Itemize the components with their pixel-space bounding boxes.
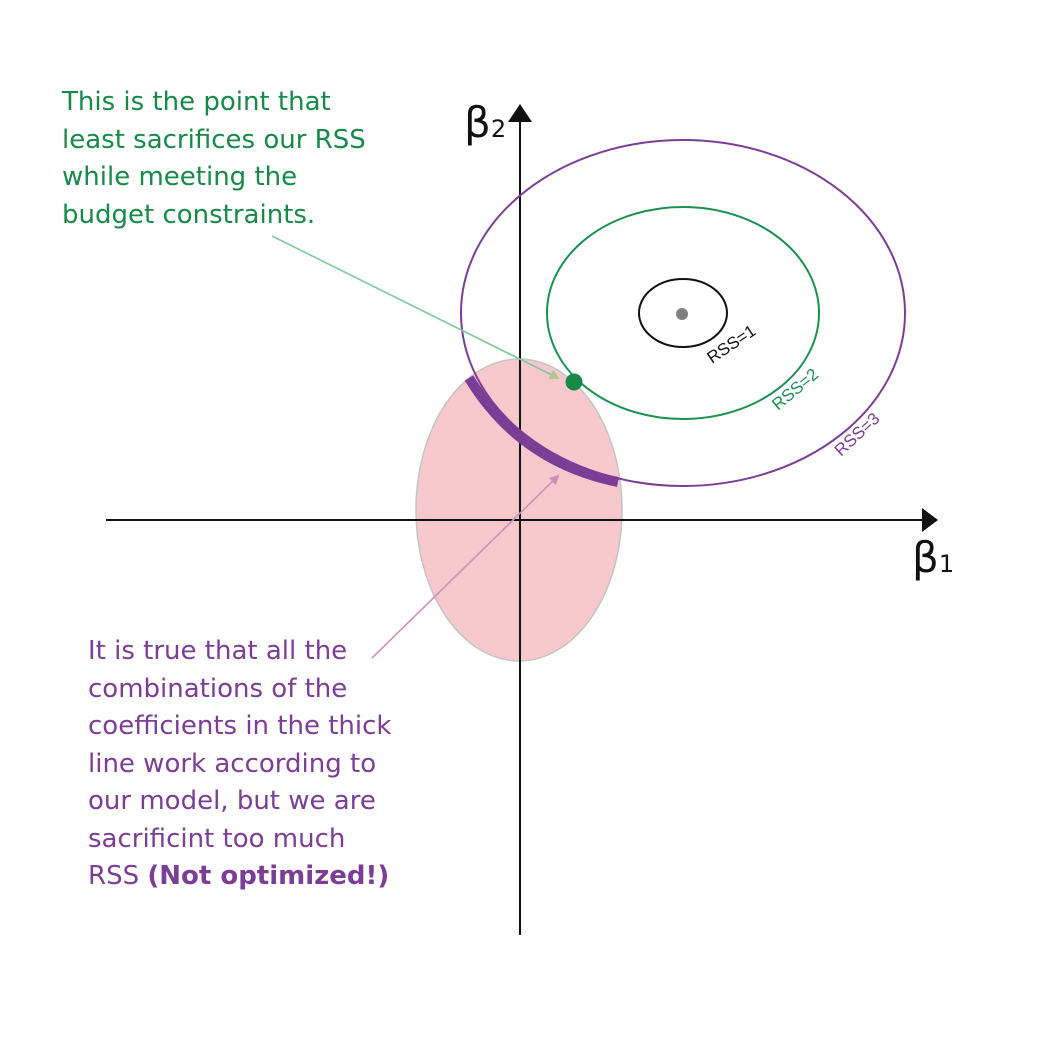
y-axis-subscript: 2 [490,115,507,143]
y-axis-label: β2 [464,98,506,147]
rss-contour-3 [460,139,906,487]
contour-label-rss-3: RSS=3 [831,409,884,460]
not-optimal-note-line: combinations of the [88,673,348,704]
optimal-point-note: This is the point that least sacrifices … [62,84,366,234]
optimal-note-line: This is the point that [62,87,331,117]
optimal-note-line: while meeting the [62,162,298,192]
thick-feasible-arc [464,375,620,487]
not-optimal-note: It is true that all the combinations of … [88,633,391,896]
not-optimal-note-line: sacrificint too much [88,823,346,854]
not-optimal-note-line: It is true that all the [88,636,348,666]
y-axis-arrowhead [508,104,532,122]
not-optimal-note-last-line: RSS (Not optimized!) [88,858,391,896]
rss-contour-1 [638,278,728,348]
x-axis-label: β1 [912,533,954,582]
optimal-point-arrow [271,235,560,379]
optimal-point [565,373,583,391]
not-optimal-note-line: our model, but we are [88,786,376,816]
not-optimal-note-line: coefficients in the thick [88,711,392,741]
not-optimal-note-prefix: RSS [88,861,148,891]
optimal-note-line: budget constraints. [62,199,316,230]
x-axis-subscript: 1 [938,550,955,578]
x-axis-arrowhead [922,508,938,532]
not-optimized-emphasis: (Not optimized!) [147,861,390,891]
contour-label-rss-1: RSS=1 [704,321,760,367]
thick-line-arrow [371,474,560,659]
rss-contour-2 [546,206,820,420]
y-axis-symbol: β [464,98,491,147]
optimal-note-line: least sacrifices our RSS [62,124,366,155]
x-axis-symbol: β [912,533,939,582]
rss-minimum-point [676,308,688,320]
not-optimal-note-line: line work according to [88,748,377,779]
